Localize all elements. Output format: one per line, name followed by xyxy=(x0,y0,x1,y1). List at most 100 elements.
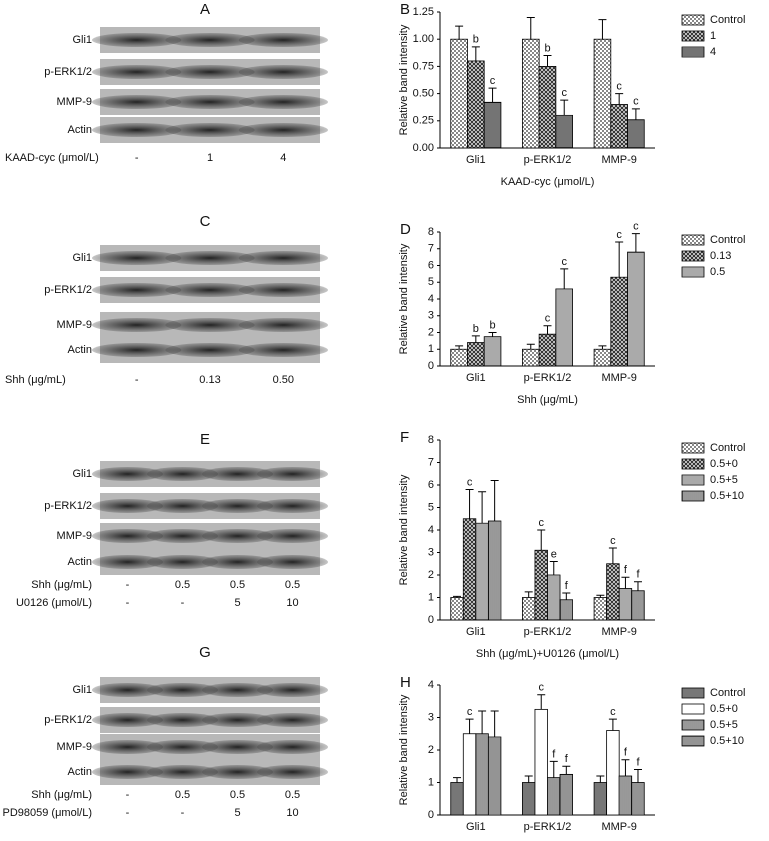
legend-swatch xyxy=(681,46,705,58)
lane-label: 10 xyxy=(286,597,298,609)
blot-band xyxy=(92,713,163,727)
blot-band xyxy=(238,318,328,332)
band-label: MMP-9 xyxy=(57,96,92,108)
blot-band xyxy=(147,555,218,569)
blot-band xyxy=(147,499,218,513)
x-tick-label: MMP-9 xyxy=(601,154,636,166)
bar xyxy=(534,708,548,816)
significance-marker: c xyxy=(545,313,551,325)
error-bar xyxy=(537,529,546,551)
error-bar xyxy=(455,25,464,40)
band-label: p-ERK1/2 xyxy=(44,66,92,78)
error-bar xyxy=(615,241,624,278)
blot-band xyxy=(147,765,218,779)
legend-label: 1 xyxy=(710,30,716,42)
bar xyxy=(534,549,548,621)
error-bar xyxy=(526,343,535,350)
band-label: Actin xyxy=(68,766,92,778)
band-label: Actin xyxy=(68,556,92,568)
condition-label: PD98059 (μmol/L) xyxy=(3,807,93,819)
panel-letter: E xyxy=(200,431,210,448)
error-bar xyxy=(524,775,533,783)
blot-band xyxy=(147,683,218,697)
bar xyxy=(483,101,502,149)
lane-label: - xyxy=(126,579,130,591)
bar xyxy=(522,597,536,621)
blot-band xyxy=(202,765,273,779)
band-label: p-ERK1/2 xyxy=(44,500,92,512)
bar xyxy=(538,66,557,149)
legend-swatch xyxy=(681,458,705,470)
lane-label: 5 xyxy=(234,597,240,609)
significance-marker: c xyxy=(538,517,544,529)
legend-swatch xyxy=(681,234,705,246)
bar xyxy=(462,733,477,816)
y-tick-label: 5 xyxy=(428,276,434,288)
bar xyxy=(487,736,502,816)
error-bar xyxy=(608,547,617,564)
lane-label: 10 xyxy=(286,807,298,819)
lane-label: 0.5 xyxy=(230,789,245,801)
legend-label: 0.5+10 xyxy=(710,735,744,747)
blot-band xyxy=(92,33,182,47)
x-tick-label: MMP-9 xyxy=(601,372,636,384)
lane-label: 1 xyxy=(207,152,213,164)
lane-label: - xyxy=(126,807,130,819)
y-tick-label: 0 xyxy=(428,360,434,372)
significance-marker: b xyxy=(473,323,479,335)
y-tick-label: 2 xyxy=(428,326,434,338)
blot-band xyxy=(92,123,182,137)
lane-label: 0.5 xyxy=(285,579,300,591)
significance-marker: c xyxy=(467,476,473,488)
bar xyxy=(618,588,633,621)
error-bar xyxy=(488,332,497,337)
bar xyxy=(467,342,485,367)
band-label: MMP-9 xyxy=(57,530,92,542)
bar xyxy=(522,348,540,367)
legend-swatch xyxy=(681,250,705,262)
y-tick-label: 0 xyxy=(428,614,434,626)
bar xyxy=(555,288,573,367)
bar xyxy=(593,38,612,149)
x-tick-label: MMP-9 xyxy=(601,821,636,833)
significance-marker: f xyxy=(552,748,556,760)
error-bar xyxy=(543,55,552,67)
significance-marker: c xyxy=(616,81,622,93)
bar xyxy=(606,730,620,816)
significance-marker: c xyxy=(467,706,473,718)
lane-label: 0.5 xyxy=(285,789,300,801)
legend-label: 0.5+5 xyxy=(710,474,738,486)
blot-band xyxy=(92,318,182,332)
lane-label: 0.13 xyxy=(199,374,220,386)
blot-band xyxy=(147,740,218,754)
y-tick-label: 7 xyxy=(428,456,434,468)
error-bar xyxy=(543,325,552,335)
error-bar xyxy=(549,561,558,575)
blot-band xyxy=(165,283,255,297)
y-tick-label: 5 xyxy=(428,501,434,513)
bar xyxy=(593,597,608,621)
significance-marker: e xyxy=(551,548,557,560)
blot-band xyxy=(92,95,182,109)
legend-label: Control xyxy=(710,442,745,454)
band-label: MMP-9 xyxy=(57,319,92,331)
band-label: Gli1 xyxy=(72,684,92,696)
y-tick-label: 0.75 xyxy=(413,60,434,72)
y-axis-label: Relative band intensity xyxy=(398,474,410,585)
legend-label: 0.5+10 xyxy=(710,490,744,502)
blot-band xyxy=(257,499,328,513)
blot-band xyxy=(238,123,328,137)
bar xyxy=(559,599,573,621)
x-axis-label: Shh (μg/mL) xyxy=(517,394,578,406)
blot-band xyxy=(257,713,328,727)
error-bar xyxy=(471,335,480,343)
bar xyxy=(555,114,573,149)
panel-letter: H xyxy=(400,674,411,691)
blot-band xyxy=(238,33,328,47)
lane-label: 0.5 xyxy=(230,579,245,591)
x-axis-label: KAAD-cyc (μmol/L) xyxy=(501,176,595,188)
y-tick-label: 0 xyxy=(428,809,434,821)
y-tick-label: 7 xyxy=(428,243,434,255)
significance-marker: c xyxy=(538,682,544,694)
